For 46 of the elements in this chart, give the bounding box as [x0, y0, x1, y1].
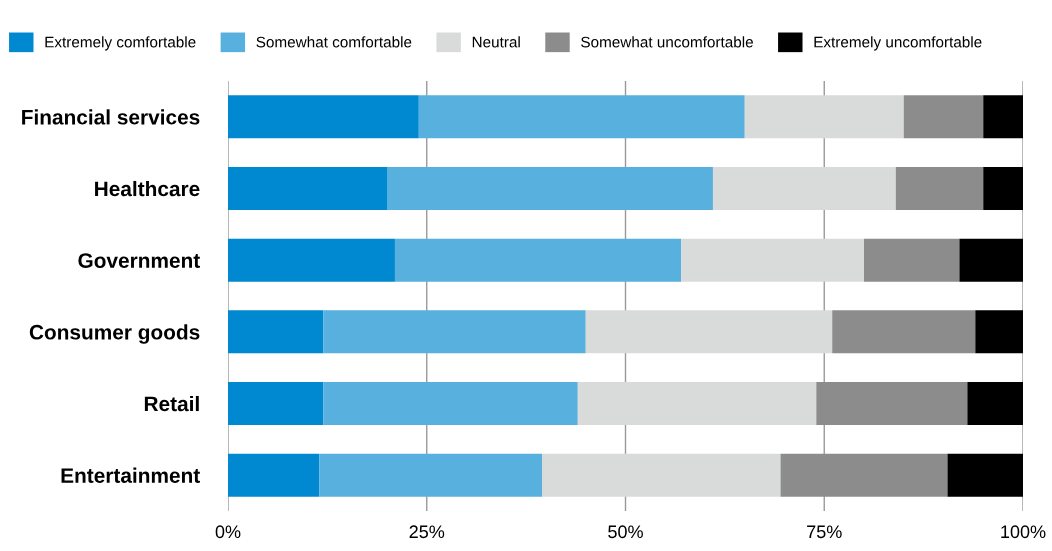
bar	[323, 310, 586, 354]
bar	[947, 453, 1023, 497]
bar	[712, 167, 896, 210]
bar	[744, 95, 904, 139]
bar	[959, 238, 1023, 282]
y-tick-label: Retail	[144, 395, 199, 412]
bar	[585, 310, 833, 354]
legend-label: Extremely uncomfortable	[814, 36, 982, 51]
bar	[387, 167, 713, 210]
bar	[228, 453, 320, 497]
x-tick-label: 100%	[1001, 525, 1046, 539]
bar	[864, 238, 960, 282]
bar	[319, 453, 543, 497]
bar	[832, 310, 976, 354]
x-tick-label: 50%	[608, 525, 643, 539]
bar	[418, 95, 745, 139]
x-tick-label: 25%	[409, 525, 445, 539]
bar	[983, 167, 1023, 210]
bar	[967, 382, 1023, 425]
y-tick-label: Government	[78, 253, 200, 268]
bar	[895, 167, 984, 210]
y-tick-label: Healthcare	[95, 180, 200, 197]
legend-label: Extremely comfortable	[45, 36, 196, 51]
bar	[816, 382, 968, 425]
y-tick-label: Entertainment	[61, 467, 200, 483]
bar	[228, 95, 419, 139]
legend-label: Somewhat uncomfortable	[581, 36, 753, 48]
bar	[394, 238, 682, 282]
legend-label: Neutral	[472, 36, 520, 48]
bar	[780, 453, 948, 497]
bar	[228, 310, 324, 354]
bar	[323, 382, 578, 425]
bar	[228, 167, 387, 210]
bar	[975, 310, 1023, 354]
y-tick-label: Financial services	[22, 109, 200, 125]
bar	[681, 238, 864, 282]
bar	[577, 382, 817, 425]
bar	[228, 238, 395, 282]
y-tick-label: Consumer goods	[29, 324, 200, 344]
bar	[983, 95, 1023, 139]
bar	[542, 453, 781, 497]
legend-label: Somewhat comfortable	[256, 36, 412, 48]
x-tick-label: 0%	[215, 525, 241, 539]
bar	[903, 95, 984, 139]
bar	[228, 382, 324, 425]
x-tick-label: 75%	[807, 525, 842, 539]
